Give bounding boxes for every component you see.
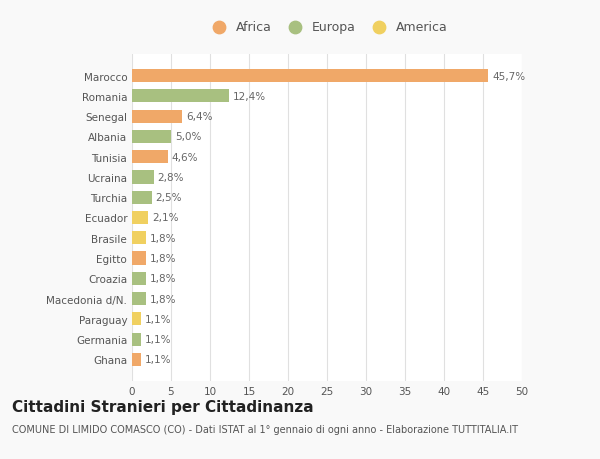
Bar [132, 292, 146, 306]
Text: 12,4%: 12,4% [233, 92, 266, 102]
Text: 1,8%: 1,8% [150, 233, 176, 243]
Bar [132, 70, 488, 83]
Bar [132, 130, 171, 144]
Bar [132, 272, 146, 285]
Text: 2,5%: 2,5% [155, 193, 182, 203]
Bar [132, 151, 168, 164]
Text: 5,0%: 5,0% [175, 132, 201, 142]
Bar [132, 333, 140, 346]
Bar [132, 212, 148, 224]
Text: 6,4%: 6,4% [186, 112, 212, 122]
Text: 1,8%: 1,8% [150, 294, 176, 304]
Text: 1,8%: 1,8% [150, 253, 176, 263]
Text: 4,6%: 4,6% [172, 152, 198, 162]
Text: 2,8%: 2,8% [158, 173, 184, 183]
Legend: Africa, Europa, America: Africa, Europa, America [204, 19, 450, 37]
Text: 2,1%: 2,1% [152, 213, 179, 223]
Text: 1,8%: 1,8% [150, 274, 176, 284]
Bar [132, 252, 146, 265]
Bar [132, 232, 146, 245]
Text: 45,7%: 45,7% [493, 72, 526, 81]
Text: 1,1%: 1,1% [145, 355, 171, 364]
Text: 1,1%: 1,1% [145, 314, 171, 324]
Bar [132, 171, 154, 184]
Text: COMUNE DI LIMIDO COMASCO (CO) - Dati ISTAT al 1° gennaio di ogni anno - Elaboraz: COMUNE DI LIMIDO COMASCO (CO) - Dati IST… [12, 425, 518, 435]
Bar [132, 110, 182, 123]
Bar [132, 313, 140, 326]
Bar [132, 353, 140, 366]
Text: Cittadini Stranieri per Cittadinanza: Cittadini Stranieri per Cittadinanza [12, 399, 314, 414]
Bar [132, 90, 229, 103]
Bar [132, 191, 151, 204]
Text: 1,1%: 1,1% [145, 334, 171, 344]
